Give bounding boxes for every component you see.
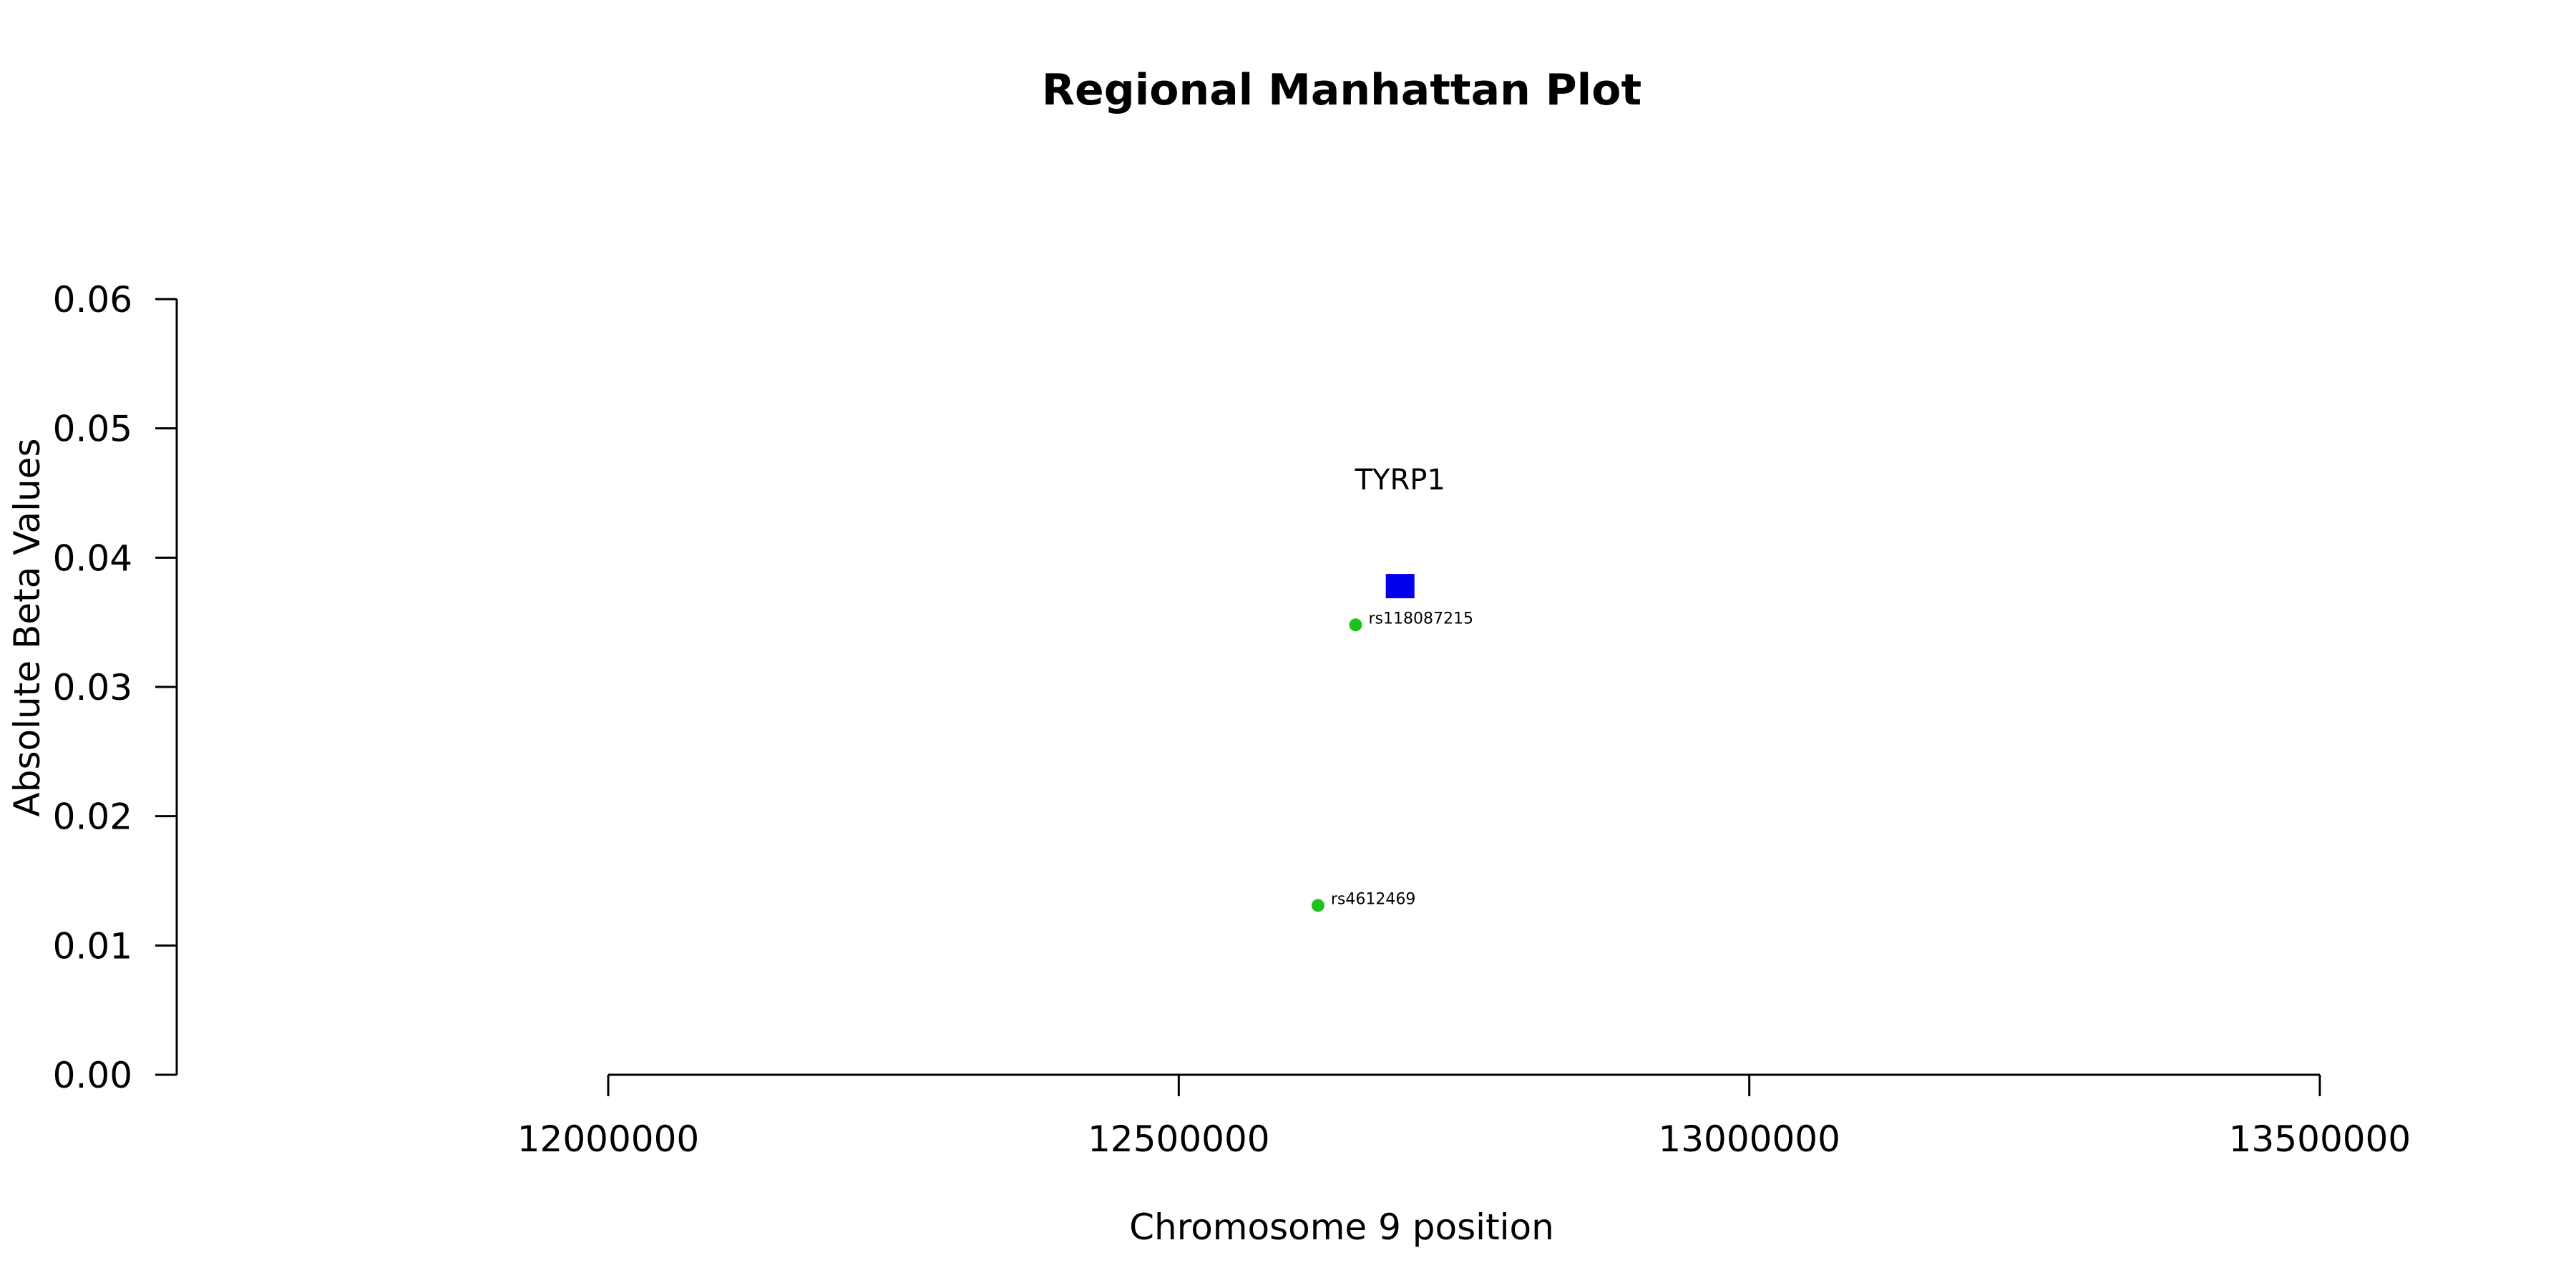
- y-tick-label: 0.03: [53, 667, 132, 708]
- y-tick-label: 0.02: [53, 796, 132, 838]
- plot-marks: TYRP1 rs118087215 rs4612469: [1311, 464, 1473, 912]
- snp-label: rs118087215: [1369, 610, 1473, 628]
- y-tick-label: 0.06: [53, 279, 132, 321]
- gene-marker: [1385, 574, 1415, 599]
- x-axis-label: Chromosome 9 position: [1129, 1206, 1554, 1248]
- axes: 0.00 0.01 0.02 0.03 0.04 0.05 0.06 12000000 1250…: [53, 279, 2411, 1160]
- y-tick-label: 0.05: [53, 409, 132, 450]
- x-tick-label: 13500000: [2229, 1118, 2411, 1160]
- y-axis-label: Absolute Beta Values: [6, 439, 48, 817]
- snp-point: [1349, 618, 1362, 632]
- y-tick-label: 0.01: [53, 925, 132, 967]
- y-tick-label: 0.00: [53, 1055, 132, 1096]
- snp-point: [1311, 899, 1324, 912]
- snp-label: rs4612469: [1331, 890, 1416, 908]
- x-tick-label: 12000000: [517, 1118, 700, 1160]
- chart-title: Regional Manhattan Plot: [1042, 65, 1641, 115]
- y-tick-label: 0.04: [53, 537, 132, 579]
- x-tick-label: 13000000: [1658, 1118, 1840, 1160]
- x-tick-label: 12500000: [1088, 1118, 1270, 1160]
- gene-label: TYRP1: [1355, 464, 1445, 497]
